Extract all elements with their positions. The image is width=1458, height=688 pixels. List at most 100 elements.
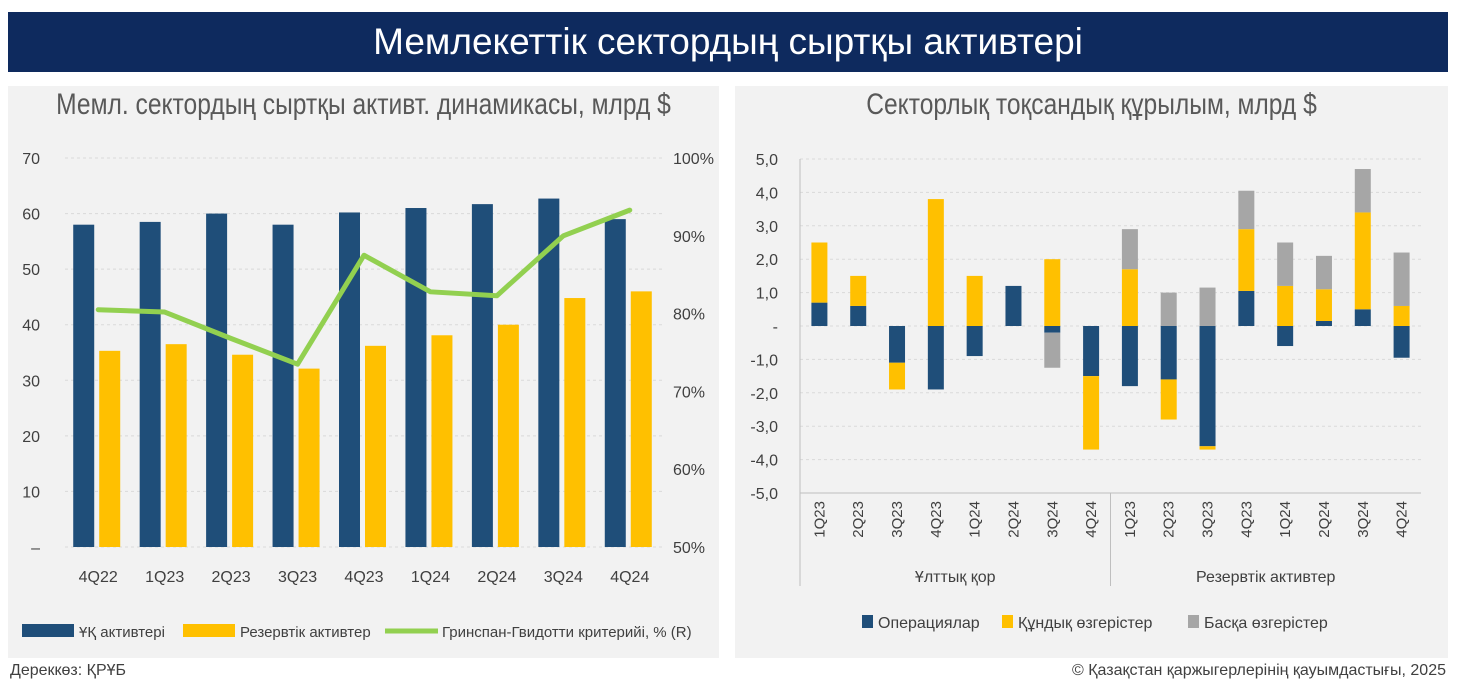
stacked-bar-segment [1121,269,1138,326]
left-y2-tick-label: 100% [673,151,714,168]
bar-uk-assets [339,212,360,547]
right-legend: Операциялар Құндық өзгерістер Басқа өзгері… [862,615,1328,632]
stacked-bar-segment [1005,285,1022,326]
stacked-bar-segment [1121,229,1138,270]
legend-swatch [22,624,74,637]
right-y-tick-label: 5,0 [756,152,778,169]
left-y-tick-label: 40 [22,318,40,335]
stacked-bar-segment [1393,326,1410,358]
stacked-bar-segment [1238,190,1255,230]
stacked-bar-segment [1160,326,1177,380]
stacked-bar-segment [1199,326,1216,447]
right-y-tick-label: 4,0 [756,185,778,202]
left-legend: ҰҚ активтері Резервтік активтер Гринспан-Г… [22,624,692,641]
stacked-bar-segment [1315,289,1332,321]
line-greenspan-guidotti [95,207,633,367]
right-x-tick-label: 3Q23 [1200,501,1217,538]
stacked-bar-segment [811,302,828,326]
right-x-tick-label: 2Q24 [1005,501,1022,538]
legend-label: Құндық өзгерістер [1018,615,1153,632]
bar-uk-assets [538,198,560,547]
left-y-tick-label: 20 [22,429,40,446]
left-y2-tick-label: 80% [673,307,705,324]
stacked-bar-segment [1160,379,1177,420]
right-y-tick-label: 1,0 [756,286,778,303]
right-x-tick-label: 1Q23 [1122,501,1139,538]
stacked-bar-segment [927,199,944,326]
left-x-tick-label: 1Q23 [145,569,184,586]
stacked-bar-segment [1277,285,1294,326]
left-x-tick-label: 3Q24 [544,569,583,586]
stacked-bar-segment [927,326,944,390]
right-x-tick-label: 3Q23 [889,501,906,538]
left-y2-tick-label: 60% [673,462,705,479]
left-chart-panel: Мемл. сектордың сыртқы активт. динамикас… [8,86,719,658]
bar-reserve-assets [564,298,586,547]
stacked-bar-segment [850,305,867,326]
bar-reserve-assets [99,350,121,547]
legend-label: Резервтік активтер [240,624,371,641]
left-gridlines [65,157,663,548]
right-x-tick-label: 4Q24 [1394,501,1411,538]
legend-label: ҰҚ активтері [79,624,165,641]
left-chart-title: Мемл. сектордың сыртқы активт. динамикас… [56,88,671,121]
left-y2-tick-label: 70% [673,384,705,401]
right-y-tick-label: - [773,319,778,336]
bar-reserve-assets [431,335,453,547]
right-x-tick-label: 1Q24 [1277,501,1294,538]
left-y-tick-label: 30 [22,373,40,390]
right-chart: 5,0 4,0 3,0 2,0 1,0 - -1,0 -2,0 -3,0 -4,0 -5,0 Ұлтт… [750,152,1421,632]
bar-uk-assets [272,224,294,547]
right-group-label: Резервтік активтер [1196,569,1335,586]
left-x-tick-label: 1Q24 [411,569,450,586]
right-x-tick-label: 3Q24 [1044,501,1061,538]
right-x-tick-label: 2Q23 [1161,501,1178,538]
bar-reserve-assets [365,345,386,547]
right-x-tick-label: 2Q23 [850,501,867,538]
stacked-bar-segment [1354,169,1371,213]
bar-reserve-assets [165,344,187,547]
right-y-tick-label: -4,0 [750,453,778,470]
bar-uk-assets [405,208,427,547]
stacked-bar-segment [1083,376,1100,450]
legend-label: Гринспан-Гвидотти критерийі, % (R) [442,624,692,641]
stacked-bar-segment [889,326,906,363]
bar-reserve-assets [298,368,320,547]
bar-uk-assets [471,204,493,548]
stacked-bar-segment [1277,326,1294,347]
stacked-bar-segment [1238,290,1255,326]
right-chart-title: Секторлық тоқсандық құрылым, млрд $ [866,88,1317,121]
banner-title: Мемлекеттік сектордың сыртқы активтері [8,12,1448,72]
right-x-tick-label: 1Q24 [967,501,984,538]
legend-label: Операциялар [878,615,980,632]
stacked-bar-segment [1199,287,1216,326]
stacked-bar-segment [966,326,983,357]
stacked-bar-segment [1354,309,1371,326]
left-y-tick-label: 10 [22,484,40,501]
copyright-note: © Қазақстан қаржыгерлерінің қауымдастығы… [1071,662,1446,679]
right-y-tick-label: 2,0 [756,252,778,269]
stacked-bar-segment [1160,292,1177,326]
right-x-tick-label: 1Q23 [811,501,828,538]
legend-swatch [183,624,235,637]
left-x-tick-label: 4Q22 [79,569,118,586]
right-x-tick-label: 4Q24 [1083,501,1100,538]
bar-uk-assets [139,221,161,547]
left-y2-tick-label: 50% [673,540,705,557]
left-x-tick-label: 4Q24 [610,569,649,586]
stacked-bar-segment [1354,212,1371,310]
source-note: Дереккөз: ҚРҰБ [10,662,127,679]
stacked-bar-segment [1083,326,1100,377]
left-x-tick-label: 2Q23 [212,569,251,586]
stacked-bar-segment [1044,332,1061,368]
stacked-bar-segment [1393,252,1410,306]
left-y-tick-label: 50 [22,262,40,279]
bar-uk-assets [73,224,95,547]
stacked-bar-segment [1277,242,1294,286]
legend-swatch [1002,615,1013,628]
stacked-bar-segment [1121,326,1138,387]
left-x-tick-label: 4Q23 [344,569,383,586]
stacked-bar-segment [1315,320,1332,326]
bar-reserve-assets [232,354,254,547]
stacked-bar-segment [850,275,867,306]
